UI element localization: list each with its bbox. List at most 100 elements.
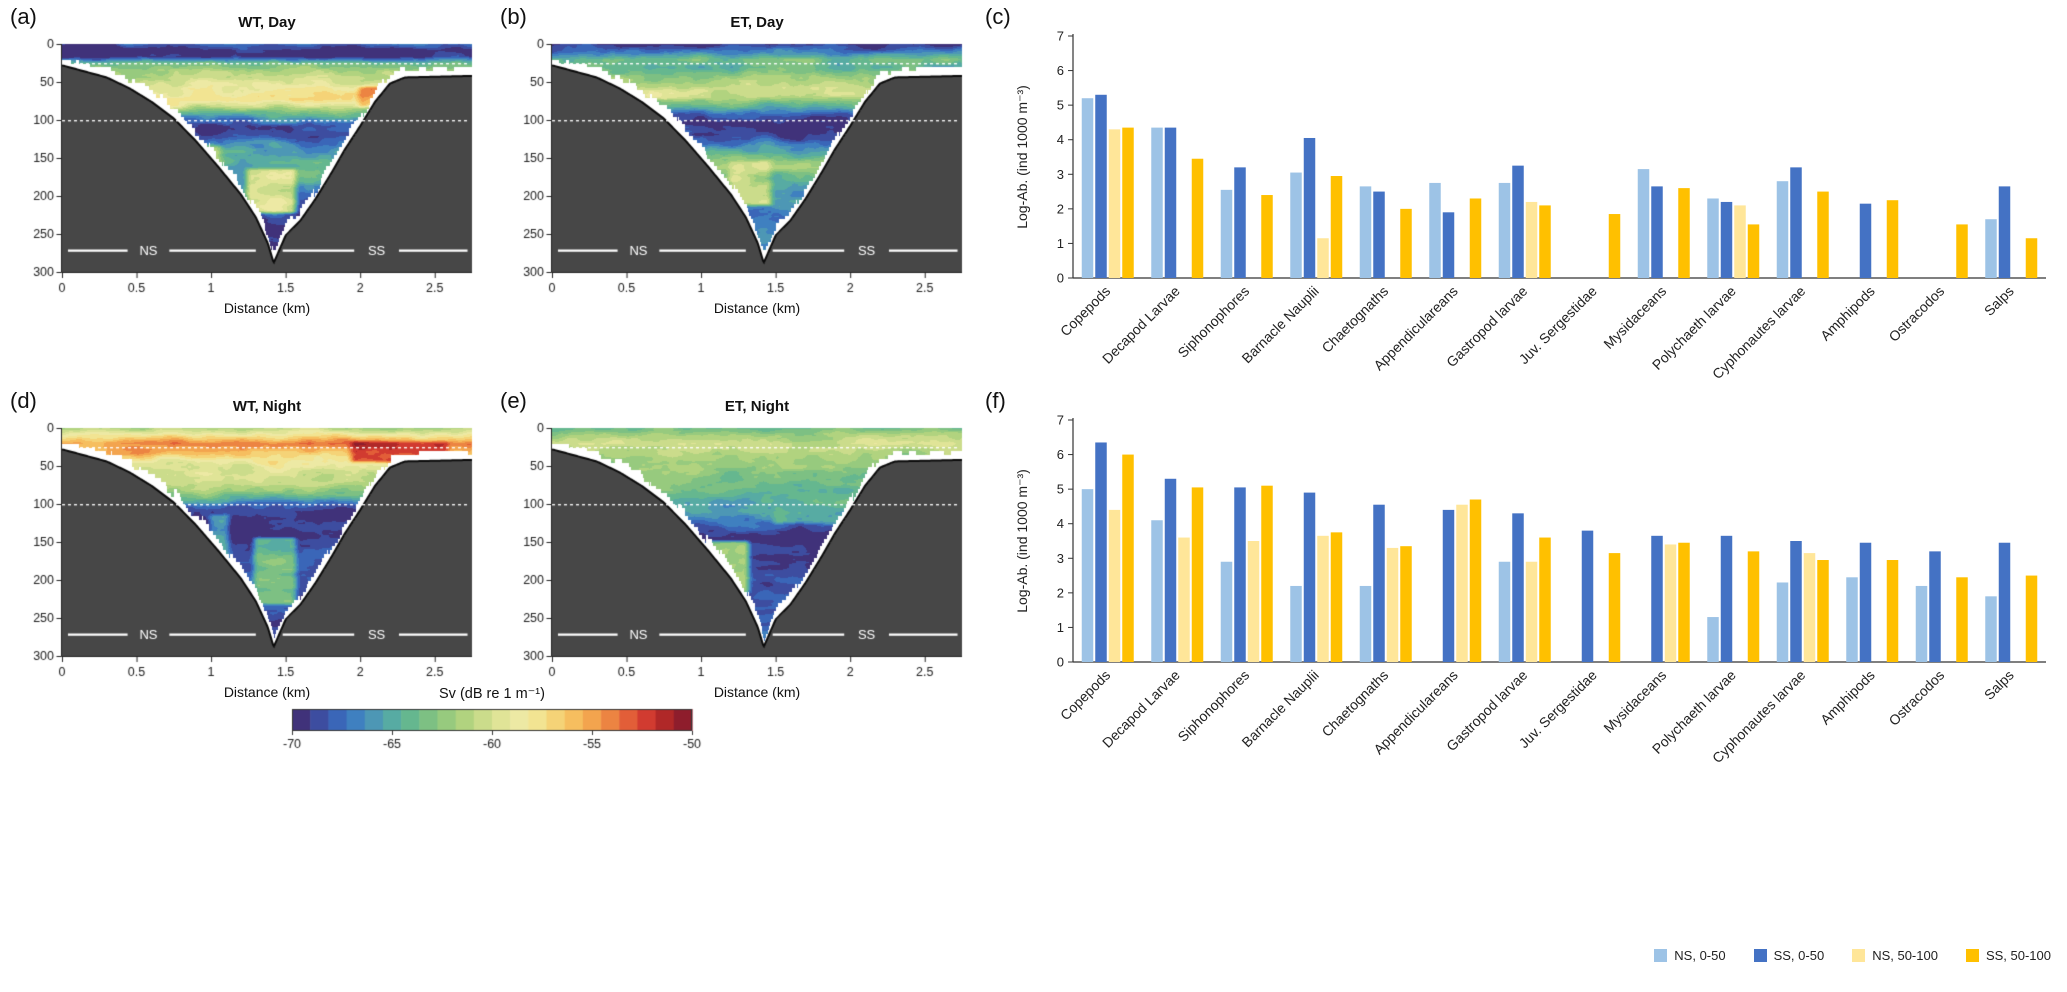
echogram-et-night [500,418,980,714]
category-label: Salps [1981,667,2017,703]
bar [1469,198,1482,278]
bar [1234,487,1246,662]
y-tick-label: 3 [1057,167,1064,182]
bar [1122,454,1134,662]
legend-swatch [1965,949,1979,962]
category-label: Copepods [1057,283,1113,339]
category-label: Chaetognaths [1318,667,1391,740]
bar [1581,530,1594,662]
echogram-et-day [500,34,980,330]
bar [1303,137,1316,278]
panel-letter-e: (e) [500,388,527,413]
bar [1164,127,1177,278]
y-tick-label: 5 [1057,98,1064,113]
bar [1456,504,1468,662]
bar [1151,520,1163,662]
category-label: Mysidaceans [1600,667,1669,736]
bar [1498,182,1511,278]
echogram-wt-day [10,34,490,330]
panel-wt-day: (a) WT, Day Depth (m) Distance (km) [10,4,490,346]
bar [1498,561,1511,662]
y-tick-label: 1 [1057,620,1064,635]
bar [1108,129,1121,278]
panel-letter-f: (f) [985,388,1006,413]
bar [1164,478,1177,662]
legend-label: NS, 50-100 [1872,948,1938,963]
colorbar-scale [272,708,712,754]
bar [1429,182,1441,278]
bar [1985,219,1997,278]
bar [1747,224,1760,278]
panel-et-night: (e) ET, Night Depth (m) Distance (km) [500,388,980,730]
bar [1846,577,1858,662]
bar [1776,181,1789,278]
bar [1817,560,1829,662]
legend-item: NS, 0-50 [1654,948,1726,963]
x-axis-label-distance: Distance (km) [223,684,311,700]
category-label: Siphonophores [1174,667,1252,745]
bar [1108,509,1121,662]
bar [1651,535,1663,662]
bar [1998,542,2011,662]
bar [1442,509,1455,662]
bar [1790,167,1802,278]
bar [1330,532,1343,662]
bar [1539,537,1551,662]
bar [1707,198,1719,278]
panel-letter-b: (b) [500,4,527,29]
legend-swatch [1852,949,1866,962]
x-axis-label-distance: Distance (km) [223,300,311,316]
bar [1151,127,1163,278]
bar [1886,200,1899,278]
bar [2025,238,2038,278]
bar [1859,203,1872,278]
panel-title-wt-night: WT, Night [232,398,302,415]
bar [1191,487,1204,662]
category-label: Mysidaceans [1600,283,1669,352]
bar [1191,158,1204,278]
bar [1081,489,1094,662]
y-tick-label: 1 [1057,236,1064,251]
bar [1512,165,1524,278]
category-label: Chaetognaths [1318,283,1391,356]
y-tick-label: 0 [1057,655,1064,670]
bar [1886,560,1899,662]
panel-letter-c: (c) [985,4,1011,29]
y-tick-label: 5 [1057,482,1064,497]
y-tick-label: 7 [1057,29,1064,44]
category-label: Copepods [1057,667,1113,723]
bar [1512,513,1524,662]
legend-item: SS, 0-50 [1753,948,1825,963]
y-tick-label: 6 [1057,447,1064,462]
bar [1720,535,1733,662]
bar [1290,172,1302,278]
category-label: Salps [1981,283,2017,319]
bar [1400,546,1412,662]
bar [1720,201,1733,278]
legend: NS, 0-50 SS, 0-50 NS, 50-100 SS, 50-100 [985,948,2051,963]
bar [1330,176,1343,278]
bar [1678,542,1690,662]
panel-bar-day: (c) 0 1 2 3 4 5 6 7 Log-Ab. (ind 1000 m⁻³) Copepo… [985,4,2067,446]
bar [1373,191,1385,278]
panel-bar-night: (f) 0 1 2 3 4 5 6 7 Log-Ab. (ind 1000 m⁻³) Copepo… [985,388,2067,830]
panel-title-et-night: ET, Night [724,398,790,415]
y-tick-label: 4 [1057,132,1064,147]
bar [1651,186,1663,278]
bar [1734,205,1746,278]
legend-swatch [1753,949,1767,962]
bar [1178,537,1190,662]
legend-label: SS, 0-50 [1773,948,1825,963]
y-axis-label: Log-Ab. (ind 1000 m⁻³) [1014,469,1030,613]
bar [1664,544,1677,662]
panel-et-day: (b) ET, Day Depth (m) Distance (km) [500,4,980,346]
bar [1608,214,1621,278]
bar [1247,541,1260,662]
legend-label: SS, 50-100 [1985,948,2051,963]
bar [1290,585,1302,662]
x-axis-label-distance: Distance (km) [713,300,801,316]
y-tick-label: 3 [1057,551,1064,566]
bar [1400,208,1412,278]
